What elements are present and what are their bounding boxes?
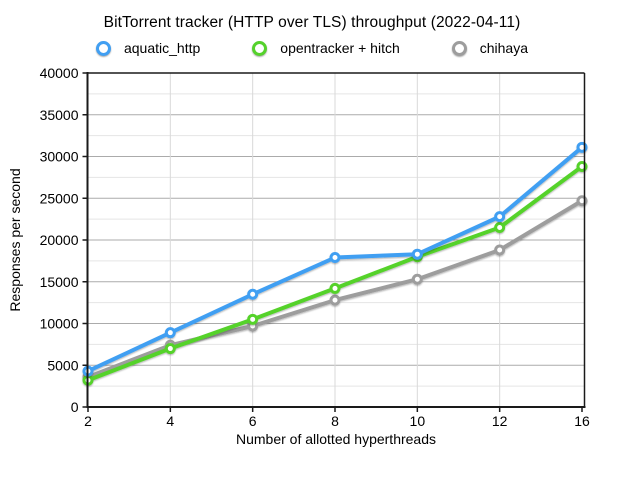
y-tick-label: 5000 [47, 357, 78, 373]
x-tick-label: 10 [410, 413, 426, 429]
x-tick-label: 6 [249, 413, 257, 429]
legend-item-opentracker-hitch: opentracker + hitch [252, 40, 400, 56]
x-axis-title: Number of allotted hyperthreads [236, 431, 436, 447]
legend-label: aquatic_http [123, 40, 201, 56]
data-point-marker [164, 327, 176, 339]
y-axis: 0 5000 10000 15000 20000 25000 30000 35000 40000 [40, 65, 88, 415]
data-point-marker [494, 244, 506, 256]
data-point-marker [329, 294, 341, 306]
data-point-marker [247, 313, 259, 325]
y-axis-title: Responses per second [7, 168, 23, 311]
y-tick-label: 35000 [40, 107, 79, 123]
y-tick-label: 25000 [40, 190, 79, 206]
data-point-marker [411, 273, 423, 285]
y-tick-label: 0 [71, 399, 79, 415]
y-tick-label: 10000 [40, 316, 79, 332]
y-tick-label: 15000 [40, 274, 79, 290]
x-tick-label: 8 [331, 413, 339, 429]
x-axis: 2 4 6 8 10 12 16 [84, 407, 590, 429]
x-tick-label: 4 [166, 413, 174, 429]
y-tick-label: 40000 [40, 65, 79, 81]
ring-icon [95, 40, 111, 56]
y-tick-label: 30000 [40, 149, 79, 165]
data-point-marker [494, 211, 506, 223]
data-point-marker [164, 343, 176, 355]
ring-icon [252, 40, 268, 56]
data-point-marker [329, 282, 341, 294]
data-point-marker [329, 252, 341, 264]
chart-title: BitTorrent tracker (HTTP over TLS) throu… [103, 14, 521, 31]
legend-label: opentracker + hitch [280, 40, 400, 56]
legend-item-chihaya: chihaya [451, 40, 529, 56]
legend: aquatic_http opentracker + hitch chihaya [0, 40, 624, 56]
x-tick-label: 2 [84, 413, 92, 429]
x-tick-label: 16 [574, 413, 590, 429]
legend-item-aquatic-http: aquatic_http [95, 40, 201, 56]
x-tick-label: 12 [492, 413, 508, 429]
y-tick-label: 20000 [40, 232, 79, 248]
data-point-marker [247, 288, 259, 300]
gridlines [87, 73, 585, 407]
data-point-marker [411, 248, 423, 260]
legend-label: chihaya [479, 40, 529, 56]
data-point-marker [494, 221, 506, 233]
ring-icon [451, 40, 467, 56]
